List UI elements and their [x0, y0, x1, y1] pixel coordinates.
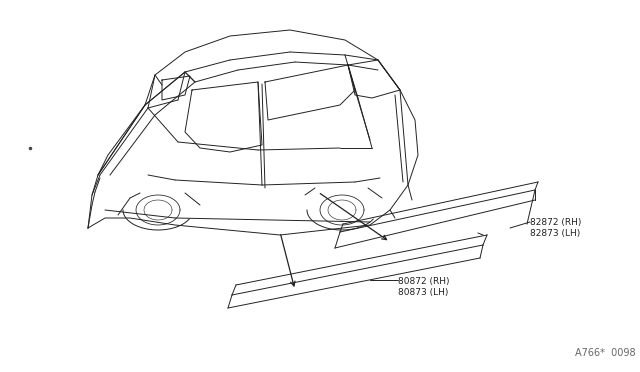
Text: 82873 (LH): 82873 (LH): [530, 229, 580, 238]
Text: 80872 (RH): 80872 (RH): [398, 277, 449, 286]
Text: A766*  0098: A766* 0098: [575, 348, 636, 358]
Text: 80873 (LH): 80873 (LH): [398, 288, 449, 297]
Text: 82872 (RH): 82872 (RH): [530, 218, 581, 227]
